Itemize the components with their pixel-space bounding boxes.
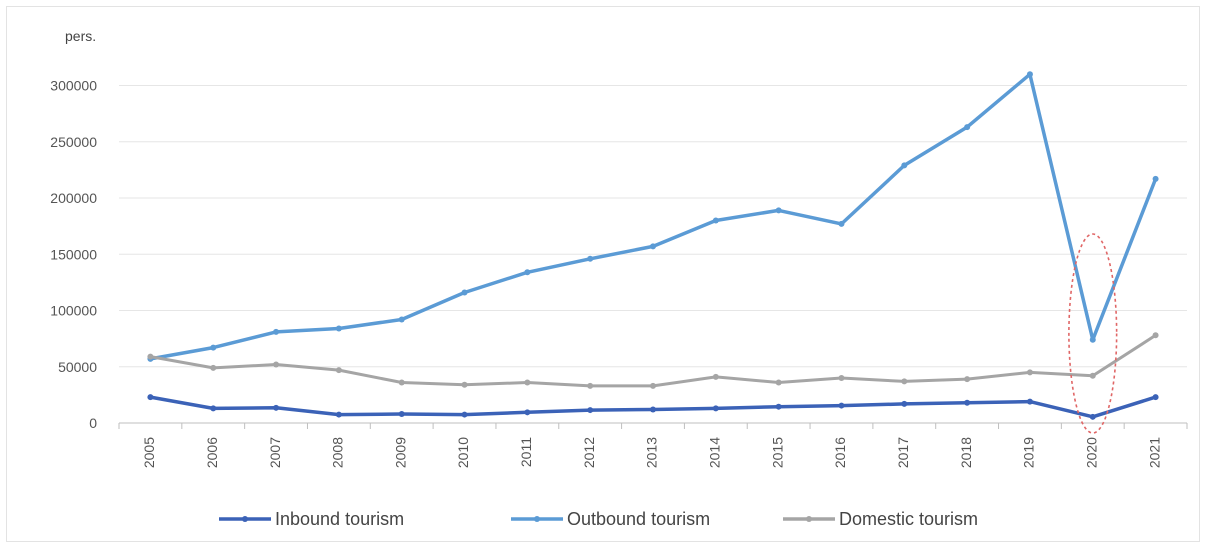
y-tick-label: 300000 [50,78,97,94]
data-point [712,217,719,224]
x-tick-label: 2020 [1083,437,1099,468]
data-point [838,220,845,227]
legend-item: Inbound tourism [219,509,404,529]
data-point [712,405,719,412]
data-point [335,411,342,418]
data-point [147,353,154,360]
data-point [775,403,782,410]
data-point [524,269,531,276]
y-tick-label: 200000 [50,190,97,206]
data-point [398,379,405,386]
x-tick-label: 2005 [141,437,157,468]
legend-label: Domestic tourism [839,509,978,529]
data-point [461,411,468,418]
legend-marker [242,516,248,522]
legend: Inbound tourism Outbound tourism Domestic … [219,509,978,529]
y-tick-label: 0 [89,415,97,431]
data-point [901,162,908,169]
legend-marker [806,516,812,522]
legend-label: Inbound tourism [275,509,404,529]
x-tick-label: 2008 [330,437,346,468]
data-point [524,379,531,386]
data-point [147,394,154,401]
data-point [587,255,594,262]
data-point [273,328,280,335]
y-tick-label: 100000 [50,303,97,319]
y-axis-unit-label: pers. [65,28,96,44]
series-line [150,72,1158,361]
legend-label: Outbound tourism [567,509,710,529]
chart-frame: 0 50000 100000 150000 200000 250000 300000 200… [6,6,1200,542]
data-point [964,399,971,406]
x-tick-label: 2013 [644,437,660,468]
data-point [398,316,405,323]
x-tick-label: 2012 [581,437,597,468]
data-point [650,406,656,413]
series-layer [147,71,1159,420]
data-point [964,124,971,131]
x-tick-label: 2010 [455,437,471,468]
data-point [524,409,531,416]
data-point [398,411,405,417]
data-point [210,405,217,412]
data-point [273,361,280,368]
x-tick-label: 2011 [518,437,534,467]
data-point [1026,369,1033,376]
x-tick-label: 2019 [1021,437,1037,468]
data-point [335,367,342,374]
y-tick-label: 250000 [50,134,97,150]
legend-marker [534,516,540,522]
data-point [273,404,280,411]
line-chart: 0 50000 100000 150000 200000 250000 300000 200… [50,28,1188,529]
x-tick-label: 2014 [707,437,723,468]
x-tick-label: 2009 [392,437,408,468]
data-point [1026,71,1033,78]
data-point [901,400,908,407]
data-point [1152,175,1159,182]
x-tick-label: 2018 [958,437,974,468]
y-axis-ticks: 0 50000 100000 150000 200000 250000 300000 [50,78,97,432]
data-point [650,243,656,250]
data-point [712,373,719,380]
series-outbound-tourism [147,71,1159,362]
data-point [461,289,468,296]
data-point [964,376,971,383]
data-point [1026,398,1033,405]
x-axis-ticks: 2005 2006 2007 2008 2009 2010 2011 2012 2013 2014… [141,437,1162,468]
grid-lines [119,85,1187,368]
y-tick-label: 50000 [58,359,97,375]
data-point [1152,332,1159,339]
data-point [1152,394,1159,401]
data-point [461,381,468,388]
y-tick-label: 150000 [50,246,97,262]
x-tick-label: 2021 [1146,437,1162,468]
data-point [775,207,782,214]
x-tick-label: 2006 [204,437,220,468]
annotation-layer [1068,233,1118,434]
series-inbound-tourism [147,394,1159,420]
data-point [210,344,217,351]
legend-item: Outbound tourism [511,509,710,529]
data-point [775,379,782,386]
x-tick-label: 2017 [895,437,911,468]
x-tick-label: 2015 [769,437,785,468]
data-point [587,382,594,389]
series-line [150,334,1157,388]
data-point [838,375,845,381]
x-tick-label: 2007 [267,437,283,468]
highlight-ellipse [1068,233,1118,434]
series-domestic-tourism [147,332,1159,389]
x-axis [118,422,1188,429]
data-point [587,407,594,414]
data-point [210,364,217,371]
data-point [901,378,908,385]
legend-item: Domestic tourism [783,509,978,529]
data-point [650,382,656,389]
data-point [838,402,845,409]
data-point [1089,372,1096,379]
data-point [1089,413,1096,420]
x-tick-label: 2016 [832,437,848,468]
data-point [1089,336,1096,343]
data-point [335,325,342,332]
